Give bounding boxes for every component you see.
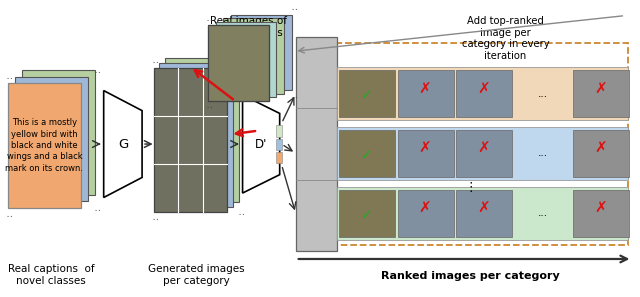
Text: Add top-ranked
image per
category in every
iteration: Add top-ranked image per category in eve… (462, 16, 549, 61)
Text: ...: ... (538, 89, 548, 99)
Text: ✗: ✗ (477, 201, 490, 216)
Text: Ranked images per category: Ranked images per category (381, 271, 560, 281)
FancyBboxPatch shape (223, 18, 284, 94)
Polygon shape (243, 95, 280, 193)
Text: ..: .. (237, 53, 246, 59)
FancyBboxPatch shape (8, 83, 81, 208)
Text: ✓: ✓ (361, 148, 372, 162)
Text: ..: .. (237, 210, 246, 216)
Text: ⋮: ⋮ (464, 181, 477, 194)
Text: ✗: ✗ (594, 82, 607, 97)
FancyBboxPatch shape (216, 22, 276, 97)
FancyBboxPatch shape (337, 127, 628, 180)
Text: ...: ... (538, 208, 548, 218)
FancyBboxPatch shape (154, 68, 227, 212)
FancyBboxPatch shape (339, 70, 395, 117)
FancyBboxPatch shape (573, 190, 629, 237)
Text: ✗: ✗ (477, 82, 490, 97)
FancyBboxPatch shape (573, 130, 629, 177)
Text: ...: ... (538, 148, 548, 158)
FancyBboxPatch shape (276, 152, 282, 163)
FancyBboxPatch shape (339, 130, 395, 177)
FancyBboxPatch shape (276, 139, 282, 150)
FancyBboxPatch shape (397, 130, 454, 177)
Text: ✓: ✓ (361, 88, 372, 102)
Text: ✗: ✗ (594, 201, 607, 216)
FancyBboxPatch shape (337, 187, 628, 240)
Text: ✗: ✗ (594, 141, 607, 156)
FancyBboxPatch shape (231, 15, 292, 90)
FancyBboxPatch shape (22, 70, 95, 195)
Text: ..: .. (93, 206, 102, 212)
FancyBboxPatch shape (208, 25, 269, 101)
FancyBboxPatch shape (397, 190, 454, 237)
Text: Generated images
per category: Generated images per category (148, 264, 244, 285)
FancyBboxPatch shape (456, 190, 512, 237)
FancyBboxPatch shape (276, 125, 282, 137)
Text: ..: .. (5, 74, 14, 80)
Text: Real images of
novel classes: Real images of novel classes (209, 16, 287, 38)
Text: This is a mostly
yellow bird with
black and white
wings and a black
mark on its : This is a mostly yellow bird with black … (6, 118, 83, 173)
FancyBboxPatch shape (208, 25, 269, 101)
FancyBboxPatch shape (159, 63, 233, 207)
FancyBboxPatch shape (573, 70, 629, 117)
FancyBboxPatch shape (456, 70, 512, 117)
Text: ..: .. (205, 16, 214, 22)
Text: ✗: ✗ (419, 82, 431, 97)
Text: ..: .. (290, 93, 299, 99)
Text: ..: .. (93, 68, 102, 74)
FancyBboxPatch shape (339, 190, 395, 237)
Text: ✓: ✓ (361, 208, 372, 222)
FancyBboxPatch shape (397, 70, 454, 117)
Text: ..: .. (5, 212, 14, 218)
Text: ..: .. (151, 58, 160, 64)
Text: ..: .. (290, 5, 299, 11)
FancyBboxPatch shape (337, 67, 628, 120)
Text: ✗: ✗ (477, 141, 490, 156)
Text: ..: .. (205, 103, 214, 109)
FancyBboxPatch shape (15, 77, 88, 201)
Polygon shape (104, 91, 142, 198)
Text: ✗: ✗ (419, 141, 431, 156)
Text: D': D' (255, 138, 268, 151)
FancyBboxPatch shape (296, 37, 337, 251)
Text: ..: .. (151, 215, 160, 221)
Text: G: G (118, 138, 128, 151)
FancyBboxPatch shape (456, 130, 512, 177)
Text: ✗: ✗ (419, 201, 431, 216)
FancyBboxPatch shape (165, 58, 239, 202)
Text: Real captions  of
novel classes: Real captions of novel classes (8, 264, 94, 285)
